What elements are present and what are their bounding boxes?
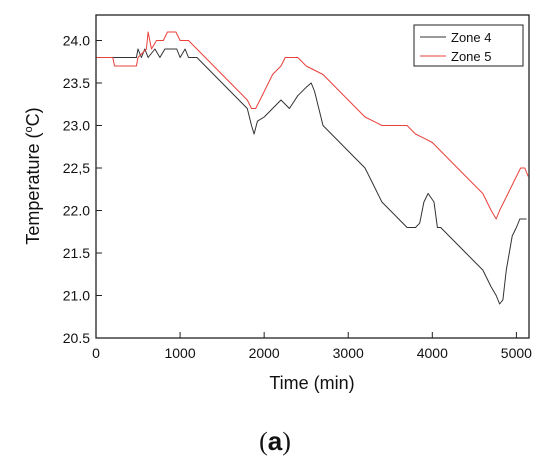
- figure-caption: (a): [0, 426, 550, 457]
- x-axis-label: Time (min): [269, 373, 354, 393]
- y-tick-label: 21.0: [63, 288, 90, 304]
- y-axis-label-unit: C): [23, 107, 43, 126]
- y-axis-label-main: Temperature (: [23, 133, 43, 245]
- y-tick-label: 22,5: [63, 160, 90, 176]
- y-tick-label: 24.0: [63, 33, 90, 49]
- caption-letter: a: [267, 426, 283, 456]
- legend-box: [413, 24, 524, 67]
- y-tick-label: 22.0: [63, 203, 90, 219]
- caption-open: (: [259, 427, 268, 456]
- legend-label-zone-4: Zone 4: [451, 30, 491, 45]
- plot-frame: [95, 14, 530, 339]
- y-tick-label: 23.5: [63, 75, 90, 91]
- caption-close: ): [282, 427, 291, 456]
- x-tick-label: 5000: [501, 345, 532, 361]
- x-tick-label: 0: [92, 345, 100, 361]
- axis-ticks: 0 1000 2000 3000 4000 5000 20.5 21.0 21.5 22.0 22,…: [63, 33, 532, 362]
- series-line-zone-5: [96, 31, 529, 220]
- y-axis-label-degree: o: [23, 126, 35, 132]
- y-tick-label: 21.5: [63, 245, 90, 261]
- x-tick-label: 1000: [164, 345, 195, 361]
- y-tick-label: 23.0: [63, 118, 90, 134]
- series-line-zone-4: [96, 48, 527, 305]
- x-tick-label: 3000: [333, 345, 364, 361]
- series-lines: [96, 31, 529, 305]
- x-tick-label: 2000: [249, 345, 280, 361]
- x-tick-label: 4000: [417, 345, 448, 361]
- y-axis-label: Temperature (oC): [23, 107, 43, 244]
- y-tick-label: 20.5: [63, 330, 90, 346]
- legend: Zone 4 Zone 5: [413, 24, 524, 67]
- legend-label-zone-5: Zone 5: [451, 49, 491, 64]
- line-chart: 0 1000 2000 3000 4000 5000 20.5 21.0 21.5 22.0 22,…: [23, 14, 532, 393]
